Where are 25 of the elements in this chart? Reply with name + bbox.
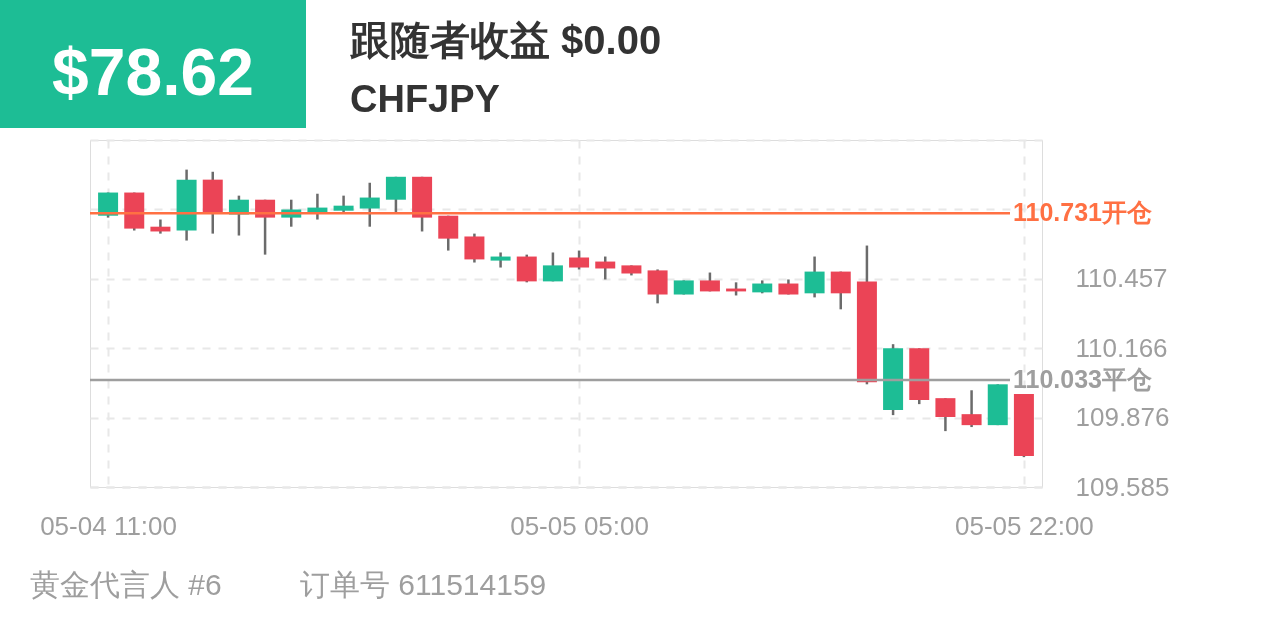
y-tick-label: 109.585 bbox=[1075, 471, 1170, 502]
x-tick-label: 05-05 05:00 bbox=[510, 510, 649, 541]
y-tick-label: 110.457 bbox=[1075, 263, 1168, 294]
candlestick bbox=[935, 396, 956, 433]
candlestick bbox=[569, 249, 590, 271]
candlestick bbox=[385, 175, 406, 215]
ref-line-label: 110.033平仓 bbox=[1013, 365, 1152, 394]
ref-line-label: 110.731开仓 bbox=[1013, 198, 1152, 227]
candlestick bbox=[830, 270, 851, 311]
text: 订单号 611514159 bbox=[300, 568, 547, 601]
candlestick bbox=[542, 251, 563, 283]
chart-title: 跟随者收益 $0.00 bbox=[349, 18, 662, 62]
candlestick bbox=[359, 181, 380, 228]
candlestick bbox=[804, 255, 825, 299]
candlestick bbox=[438, 214, 459, 252]
x-tick-label: 05-05 22:00 bbox=[955, 510, 1094, 541]
candlestick bbox=[490, 251, 511, 269]
candlestick bbox=[961, 389, 982, 429]
text: 黄金代言人 #6 bbox=[30, 568, 222, 601]
candlestick bbox=[464, 232, 485, 264]
x-tick-label: 05-04 11:00 bbox=[40, 510, 178, 541]
text: $78.62 bbox=[52, 35, 254, 109]
chart-subtitle: CHFJPY bbox=[350, 78, 500, 120]
y-tick-label: 110.166 bbox=[1075, 332, 1168, 363]
y-tick-label: 109.876 bbox=[1075, 402, 1170, 432]
